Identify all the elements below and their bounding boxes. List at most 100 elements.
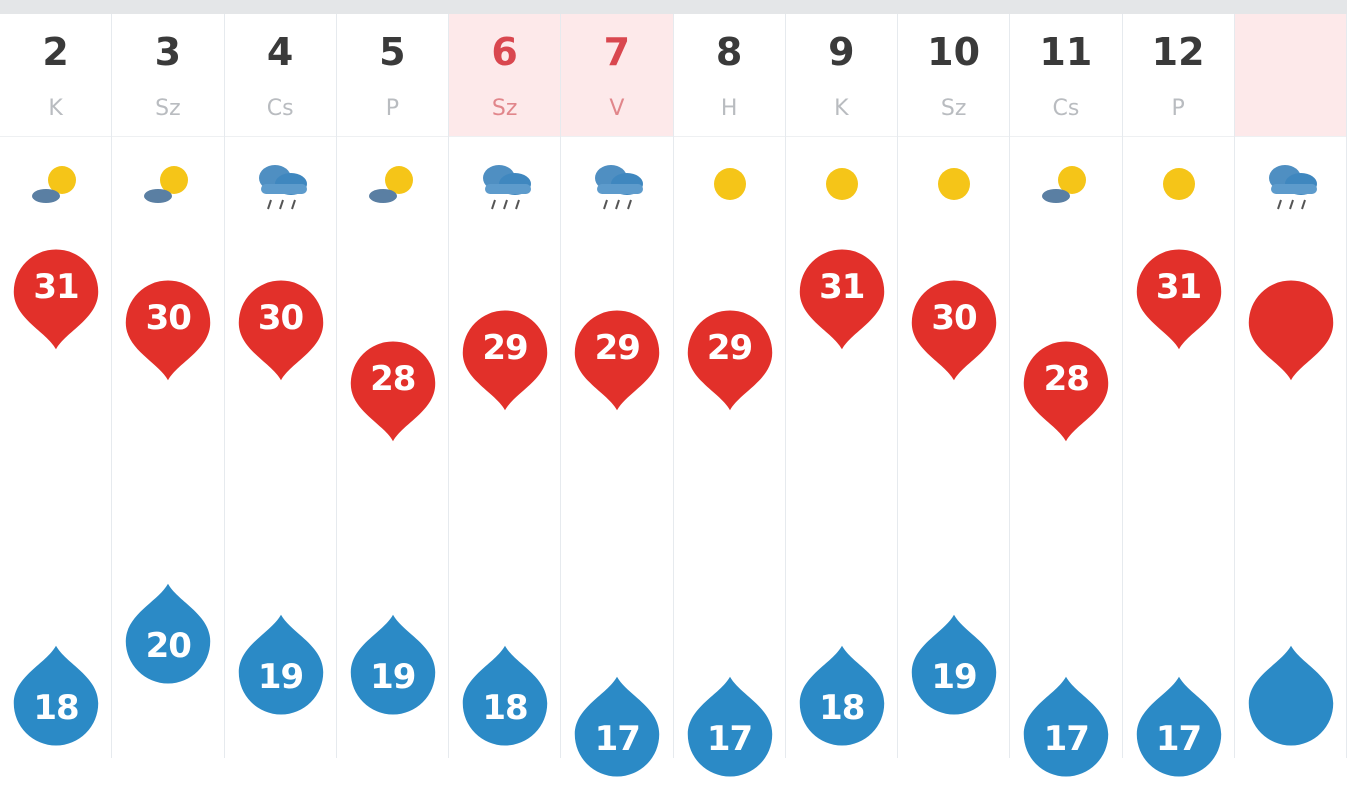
day-number: 3 (154, 30, 182, 74)
high-temp-pin: 30 (235, 276, 327, 382)
low-temp-drop (1245, 644, 1337, 750)
day-number: 5 (379, 30, 406, 74)
low-temp-drop: 18 (459, 644, 551, 750)
low-temp-value: 18 (819, 688, 865, 728)
partly-cloudy-icon (138, 154, 198, 214)
day-column[interactable]: 4 Cs 30 19 (224, 14, 337, 758)
sun-icon (924, 154, 984, 214)
low-temp-drop: 17 (684, 675, 776, 781)
day-number: 6 (491, 30, 518, 74)
day-header: 10 Sz (898, 14, 1010, 137)
day-column[interactable]: 10 Sz 30 19 (898, 14, 1011, 758)
rain-icon (251, 154, 311, 214)
low-temp-value: 17 (1155, 719, 1202, 759)
day-header: 12 P (1122, 14, 1234, 137)
low-temp-value: 20 (145, 626, 192, 666)
rain-icon (1261, 154, 1321, 214)
high-temp-value: 29 (706, 328, 753, 368)
day-name: Cs (1052, 96, 1080, 121)
day-header: 4 Cs (224, 14, 336, 137)
high-temp-pin: 30 (122, 276, 214, 382)
day-name: P (385, 96, 400, 121)
high-temp-value: 30 (931, 297, 977, 338)
sun-icon (700, 154, 760, 214)
low-temp-drop: 19 (908, 613, 1000, 719)
low-temp-value: 17 (1043, 719, 1090, 759)
day-header: 11 Cs (1010, 14, 1122, 137)
day-name: V (609, 96, 625, 121)
day-column[interactable]: 3 Sz 30 20 (112, 14, 225, 758)
day-number: 10 (927, 30, 981, 74)
high-temp-value: 31 (1155, 267, 1202, 307)
day-name: P (1171, 96, 1185, 121)
day-name: K (48, 96, 63, 121)
high-temp-pin: 28 (1020, 337, 1112, 443)
high-temp-value: 28 (1043, 358, 1090, 399)
sun-icon (1149, 154, 1209, 214)
low-temp-value: 19 (370, 657, 416, 697)
high-temp-pin (1245, 276, 1337, 382)
high-temp-pin: 31 (10, 245, 102, 351)
day-name: Cs (266, 96, 294, 121)
low-temp-drop: 17 (1133, 675, 1225, 781)
high-temp-pin: 29 (459, 306, 551, 412)
day-name: Sz (155, 96, 181, 121)
day-column[interactable]: 11 Cs 28 17 (1010, 14, 1123, 777)
day-number: 4 (266, 30, 294, 74)
low-temp-value: 18 (482, 688, 528, 728)
day-column[interactable]: 7 V 29 17 (561, 14, 674, 777)
high-temp-value: 29 (594, 328, 641, 368)
day-column[interactable]: 12 P 31 17 (1122, 14, 1235, 777)
day-number: 7 (603, 30, 631, 74)
day-column[interactable]: 8 H 29 17 (673, 14, 786, 777)
high-temp-pin: 29 (571, 306, 663, 412)
low-temp-value: 17 (594, 719, 641, 759)
day-header: 3 Sz (112, 14, 224, 137)
day-column[interactable]: 9 K 31 18 (785, 14, 898, 758)
low-temp-drop: 18 (10, 644, 102, 750)
low-temp-drop: 19 (347, 613, 439, 719)
low-temp-value: 19 (257, 657, 304, 697)
rain-icon (475, 154, 535, 214)
day-number: 9 (828, 30, 855, 74)
low-temp-drop: 20 (122, 582, 214, 688)
low-temp-value: 17 (706, 719, 753, 759)
sun-icon (812, 154, 872, 214)
day-number: 8 (715, 30, 743, 74)
low-temp-drop: 19 (235, 613, 327, 719)
high-temp-pin: 31 (796, 245, 888, 351)
high-temp-pin: 29 (684, 306, 776, 412)
day-header (1234, 14, 1346, 137)
day-number: 11 (1039, 30, 1093, 74)
low-temp-drop: 17 (1020, 675, 1112, 781)
high-temp-value: 31 (33, 267, 79, 307)
day-column[interactable]: 5 P 28 19 (336, 14, 449, 758)
low-temp-drop: 17 (571, 675, 663, 781)
high-temp-value: 30 (145, 297, 192, 338)
day-name: H (720, 96, 738, 121)
partly-cloudy-icon (26, 154, 86, 214)
day-name: Sz (491, 96, 518, 121)
high-temp-value: 29 (482, 328, 528, 368)
low-temp-value: 18 (33, 688, 79, 728)
day-column[interactable]: 2 K 31 18 (0, 14, 113, 758)
top-bar (0, 0, 1347, 14)
low-temp-drop: 18 (796, 644, 888, 750)
day-column[interactable]: 6 Sz 29 18 (449, 14, 562, 758)
low-temp-value: 19 (931, 657, 977, 697)
day-number: 2 (42, 30, 69, 74)
day-header: 6 Sz (449, 14, 561, 137)
day-column[interactable] (1234, 14, 1347, 758)
daily-forecast-strip: 2 K 31 18 3 Sz 30 20 4 Cs 30 19 5 P 28 19 6 Sz 29 18 7 V 29 17 8… (0, 14, 1347, 777)
partly-cloudy-icon (363, 154, 423, 214)
high-temp-pin: 28 (347, 337, 439, 443)
high-temp-pin: 31 (1133, 245, 1225, 351)
high-temp-value: 31 (819, 267, 865, 307)
partly-cloudy-icon (1036, 154, 1096, 214)
day-name: Sz (940, 96, 967, 121)
